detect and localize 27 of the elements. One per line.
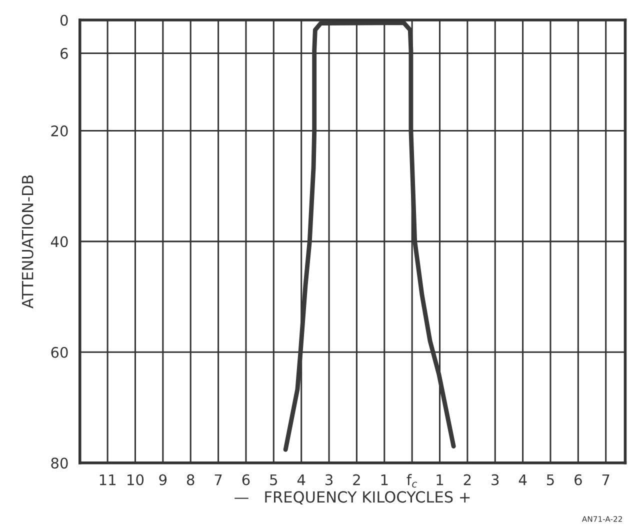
y-tick-label: 0 bbox=[60, 14, 68, 26]
x-tick-label: 7 bbox=[214, 474, 222, 486]
x-tick-label: 3 bbox=[492, 474, 499, 486]
x-tick-label: 2 bbox=[353, 474, 360, 486]
x-tick-label: 4 bbox=[518, 474, 527, 486]
x-tick-label: 4 bbox=[297, 474, 306, 486]
x-tick-label: 6 bbox=[574, 474, 582, 486]
x-axis-title: — FREQUENCY KILOCYCLES + bbox=[234, 491, 470, 504]
y-axis-title: ATTENUATION-DB bbox=[22, 175, 34, 308]
y-tick-label: 60 bbox=[51, 346, 68, 358]
x-tick-label: 1 bbox=[436, 474, 444, 486]
x-tick-label: 7 bbox=[602, 474, 610, 486]
x-tick-label: 10 bbox=[128, 474, 144, 486]
y-tick-label: 80 bbox=[51, 458, 68, 469]
x-tick-label: 2 bbox=[464, 474, 471, 486]
x-tick-label: 5 bbox=[546, 474, 554, 486]
x-tick-label: 9 bbox=[159, 474, 167, 486]
y-tick-label: 40 bbox=[50, 236, 68, 248]
y-tick-label: 6 bbox=[60, 48, 68, 59]
x-tick-label: 3 bbox=[325, 474, 332, 486]
x-tick-label: 5 bbox=[270, 474, 278, 486]
x-tick-label: f$_{c}$ bbox=[406, 474, 418, 488]
x-tick-label: 6 bbox=[242, 474, 250, 486]
y-tick-label: 20 bbox=[51, 125, 68, 136]
x-tick-label: 11 bbox=[100, 474, 116, 486]
x-tick-label: 1 bbox=[381, 474, 388, 486]
x-tick-label: 8 bbox=[186, 474, 194, 486]
